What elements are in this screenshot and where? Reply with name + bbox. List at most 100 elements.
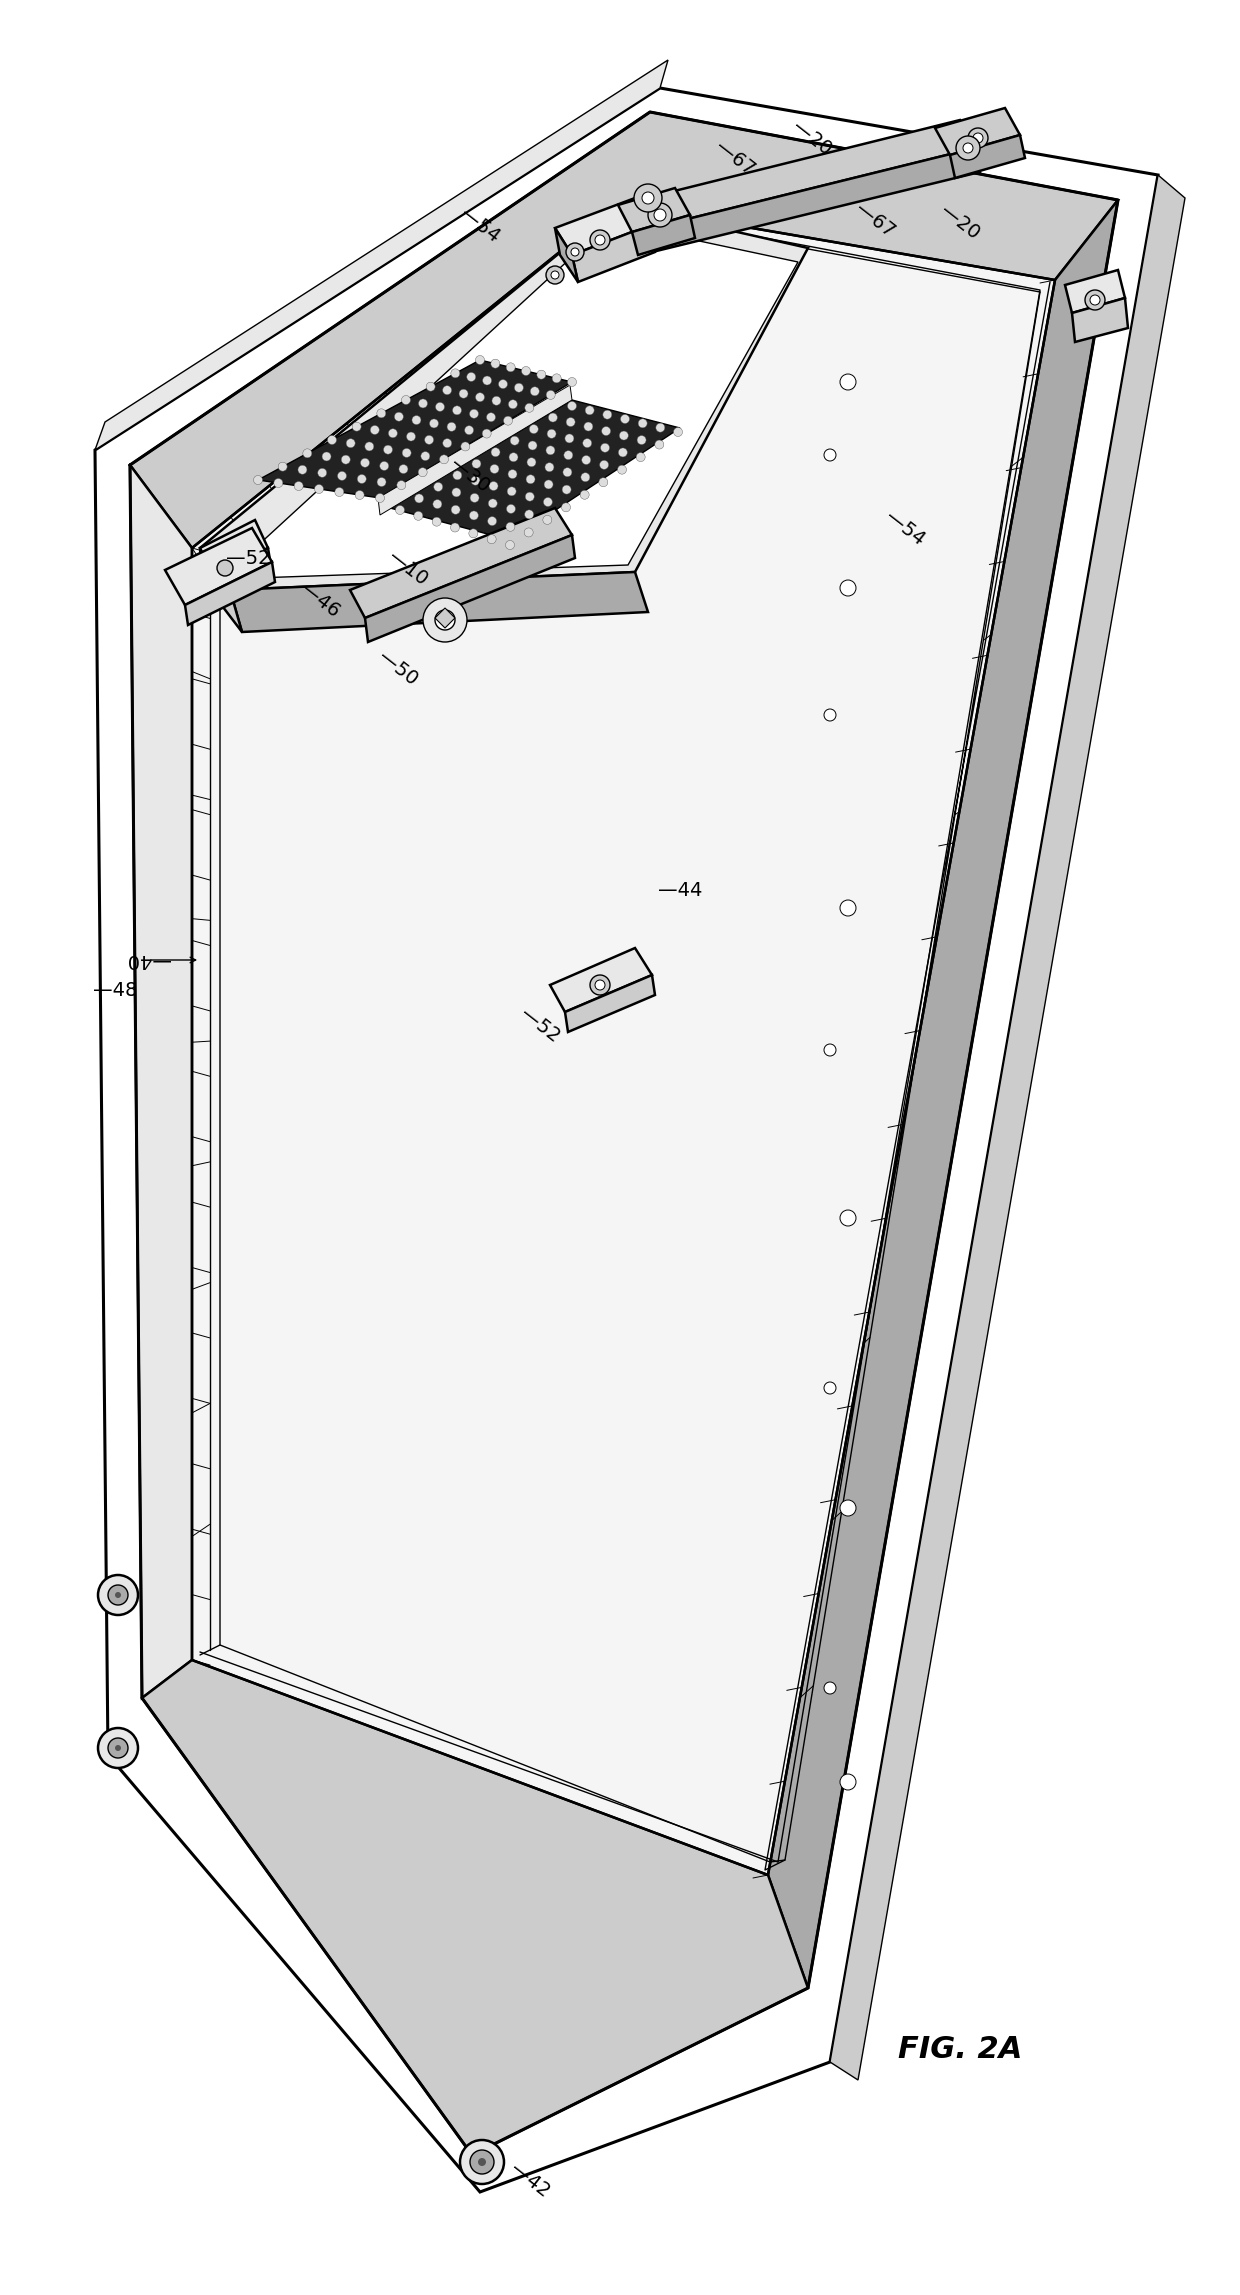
Circle shape	[294, 482, 303, 491]
Text: —40: —40	[126, 950, 170, 968]
Polygon shape	[229, 571, 649, 631]
Circle shape	[565, 434, 574, 443]
Circle shape	[357, 475, 366, 484]
Polygon shape	[258, 360, 572, 498]
Circle shape	[537, 369, 546, 379]
Circle shape	[582, 454, 590, 464]
Circle shape	[451, 369, 460, 379]
Polygon shape	[565, 975, 655, 1033]
Circle shape	[341, 454, 350, 464]
Circle shape	[327, 436, 336, 445]
Circle shape	[475, 356, 485, 365]
Text: —20: —20	[789, 117, 836, 158]
Circle shape	[839, 1774, 856, 1790]
Text: —20: —20	[936, 202, 983, 243]
Circle shape	[402, 448, 412, 457]
Circle shape	[546, 266, 564, 285]
Circle shape	[407, 431, 415, 441]
Circle shape	[469, 528, 477, 537]
Polygon shape	[200, 204, 808, 590]
Text: —10: —10	[384, 546, 432, 590]
Circle shape	[486, 413, 496, 422]
Circle shape	[510, 436, 520, 445]
Circle shape	[567, 418, 575, 427]
Circle shape	[459, 390, 467, 399]
Polygon shape	[200, 549, 216, 599]
Circle shape	[465, 425, 474, 434]
Circle shape	[335, 487, 343, 496]
Circle shape	[424, 436, 434, 445]
Circle shape	[489, 498, 497, 507]
Polygon shape	[165, 528, 272, 606]
Circle shape	[429, 420, 439, 427]
Circle shape	[361, 459, 370, 468]
Circle shape	[506, 363, 515, 372]
Circle shape	[839, 1209, 856, 1226]
Circle shape	[503, 415, 512, 425]
Circle shape	[507, 487, 516, 496]
Circle shape	[397, 480, 405, 489]
Circle shape	[634, 184, 662, 211]
Circle shape	[619, 431, 629, 441]
Polygon shape	[212, 549, 272, 599]
Circle shape	[839, 374, 856, 390]
Circle shape	[649, 202, 672, 227]
Circle shape	[642, 193, 653, 204]
Circle shape	[973, 133, 983, 142]
Circle shape	[620, 415, 630, 425]
Circle shape	[570, 248, 579, 257]
Circle shape	[470, 2150, 494, 2173]
Text: —52: —52	[517, 1003, 563, 1047]
Circle shape	[377, 409, 386, 418]
Text: —54: —54	[456, 204, 503, 246]
Circle shape	[253, 475, 263, 484]
Circle shape	[461, 443, 470, 450]
Circle shape	[531, 388, 539, 395]
Circle shape	[584, 422, 593, 431]
Polygon shape	[192, 204, 1055, 1875]
Circle shape	[548, 413, 558, 422]
Circle shape	[544, 480, 553, 489]
Circle shape	[590, 975, 610, 996]
Circle shape	[565, 243, 584, 262]
Circle shape	[414, 493, 424, 503]
Circle shape	[355, 491, 365, 500]
Circle shape	[568, 402, 577, 411]
Circle shape	[419, 399, 428, 409]
Circle shape	[460, 2139, 503, 2185]
Polygon shape	[556, 197, 650, 255]
Circle shape	[506, 505, 516, 514]
Circle shape	[274, 477, 283, 487]
Circle shape	[470, 512, 479, 521]
Circle shape	[498, 379, 507, 388]
Circle shape	[508, 399, 517, 409]
Circle shape	[825, 709, 836, 721]
Circle shape	[491, 358, 500, 367]
Circle shape	[492, 397, 501, 406]
Polygon shape	[95, 87, 1158, 2192]
Circle shape	[433, 500, 441, 509]
Circle shape	[595, 234, 605, 246]
Circle shape	[487, 535, 496, 544]
Circle shape	[482, 429, 491, 438]
Text: —54: —54	[882, 507, 929, 549]
Circle shape	[443, 438, 451, 448]
Circle shape	[525, 509, 533, 519]
Circle shape	[825, 1382, 836, 1393]
Circle shape	[508, 452, 518, 461]
Polygon shape	[365, 535, 575, 643]
Circle shape	[529, 425, 538, 434]
Circle shape	[580, 491, 589, 500]
Polygon shape	[435, 608, 455, 629]
Circle shape	[590, 230, 610, 250]
Polygon shape	[95, 60, 668, 450]
Polygon shape	[391, 399, 680, 539]
Circle shape	[673, 427, 682, 436]
Circle shape	[546, 445, 556, 454]
Circle shape	[434, 482, 443, 491]
Circle shape	[564, 450, 573, 459]
Circle shape	[637, 436, 646, 445]
Circle shape	[487, 516, 497, 526]
Circle shape	[528, 441, 537, 450]
Polygon shape	[556, 227, 578, 282]
